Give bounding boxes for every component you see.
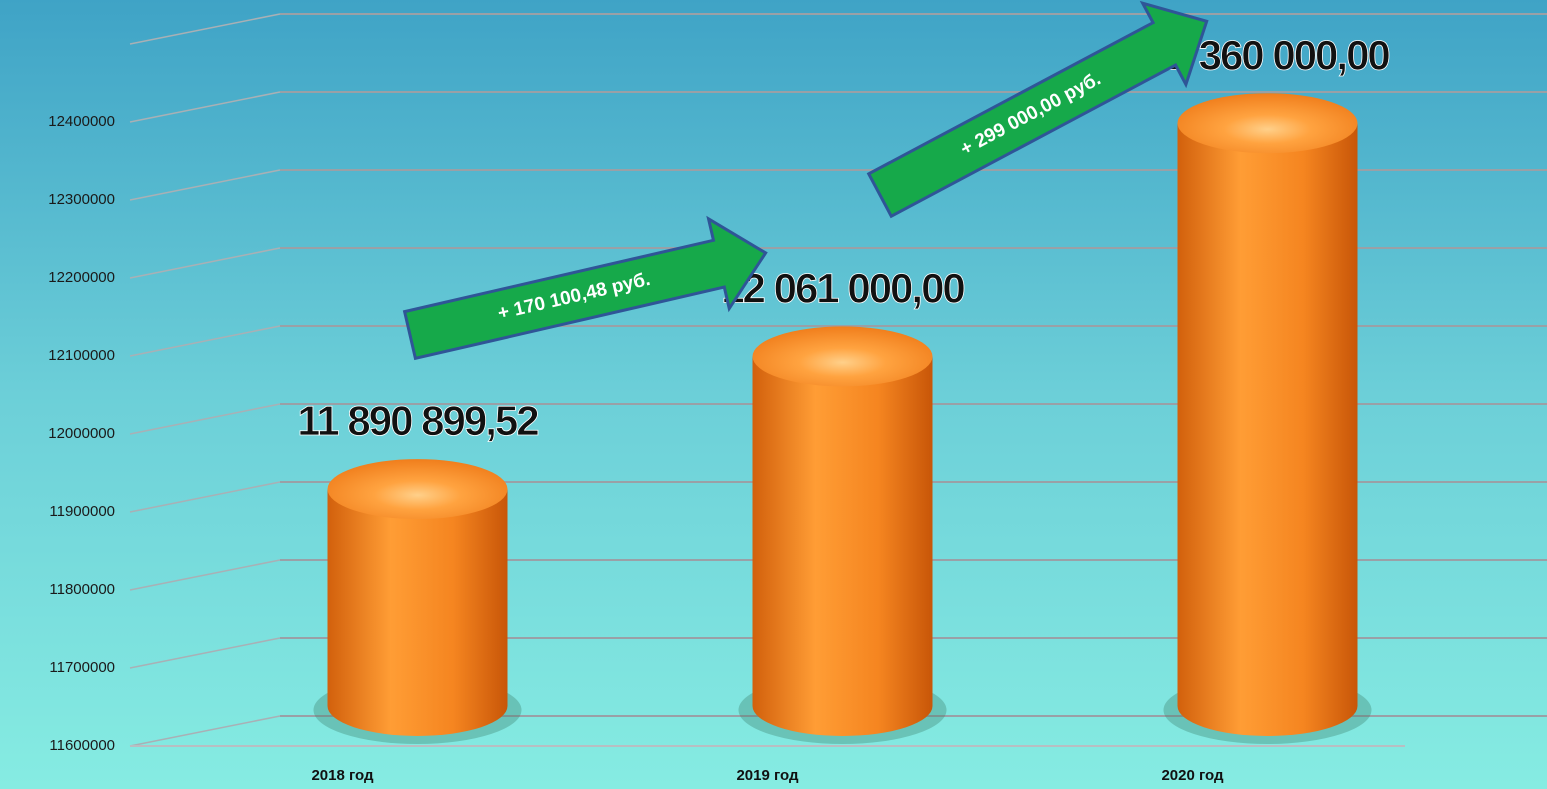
y-tick-label: 12300000 <box>48 191 115 208</box>
x-tick-label: 2019 год <box>736 767 799 784</box>
cylinder-top <box>1177 93 1358 154</box>
value-label: 11 890 899,52 <box>297 397 538 444</box>
grid-line <box>129 169 281 201</box>
y-tick-label: 12000000 <box>48 425 115 442</box>
y-tick-label: 11800000 <box>49 581 115 598</box>
grid-line <box>129 13 281 45</box>
arrow-shape <box>402 215 768 361</box>
x-tick-label: 2018 год <box>311 767 374 784</box>
y-tick-label: 12200000 <box>48 269 115 286</box>
cylinder <box>327 489 508 736</box>
grid-line <box>129 715 281 747</box>
y-tick-label: 11600000 <box>49 737 115 754</box>
grid-line <box>129 247 281 279</box>
x-tick-label: 2020 год <box>1161 767 1224 784</box>
value-label: 12 061 000,00 <box>721 265 964 312</box>
cylinder-top <box>327 459 508 520</box>
grid-line <box>129 481 281 513</box>
cylinder-top <box>752 326 933 387</box>
y-tick-label: 12100000 <box>48 347 115 364</box>
y-tick-label: 12400000 <box>48 113 115 130</box>
cylinder <box>752 356 933 737</box>
grid-line <box>129 403 281 435</box>
y-tick-label: 11900000 <box>49 503 115 520</box>
grid-line <box>129 637 281 669</box>
cylinder <box>1177 123 1358 737</box>
grid-line <box>129 325 281 357</box>
y-tick-label: 11700000 <box>49 659 115 676</box>
arrow-shape <box>866 0 1209 219</box>
grid-line <box>129 559 281 591</box>
grid-line <box>129 91 281 123</box>
